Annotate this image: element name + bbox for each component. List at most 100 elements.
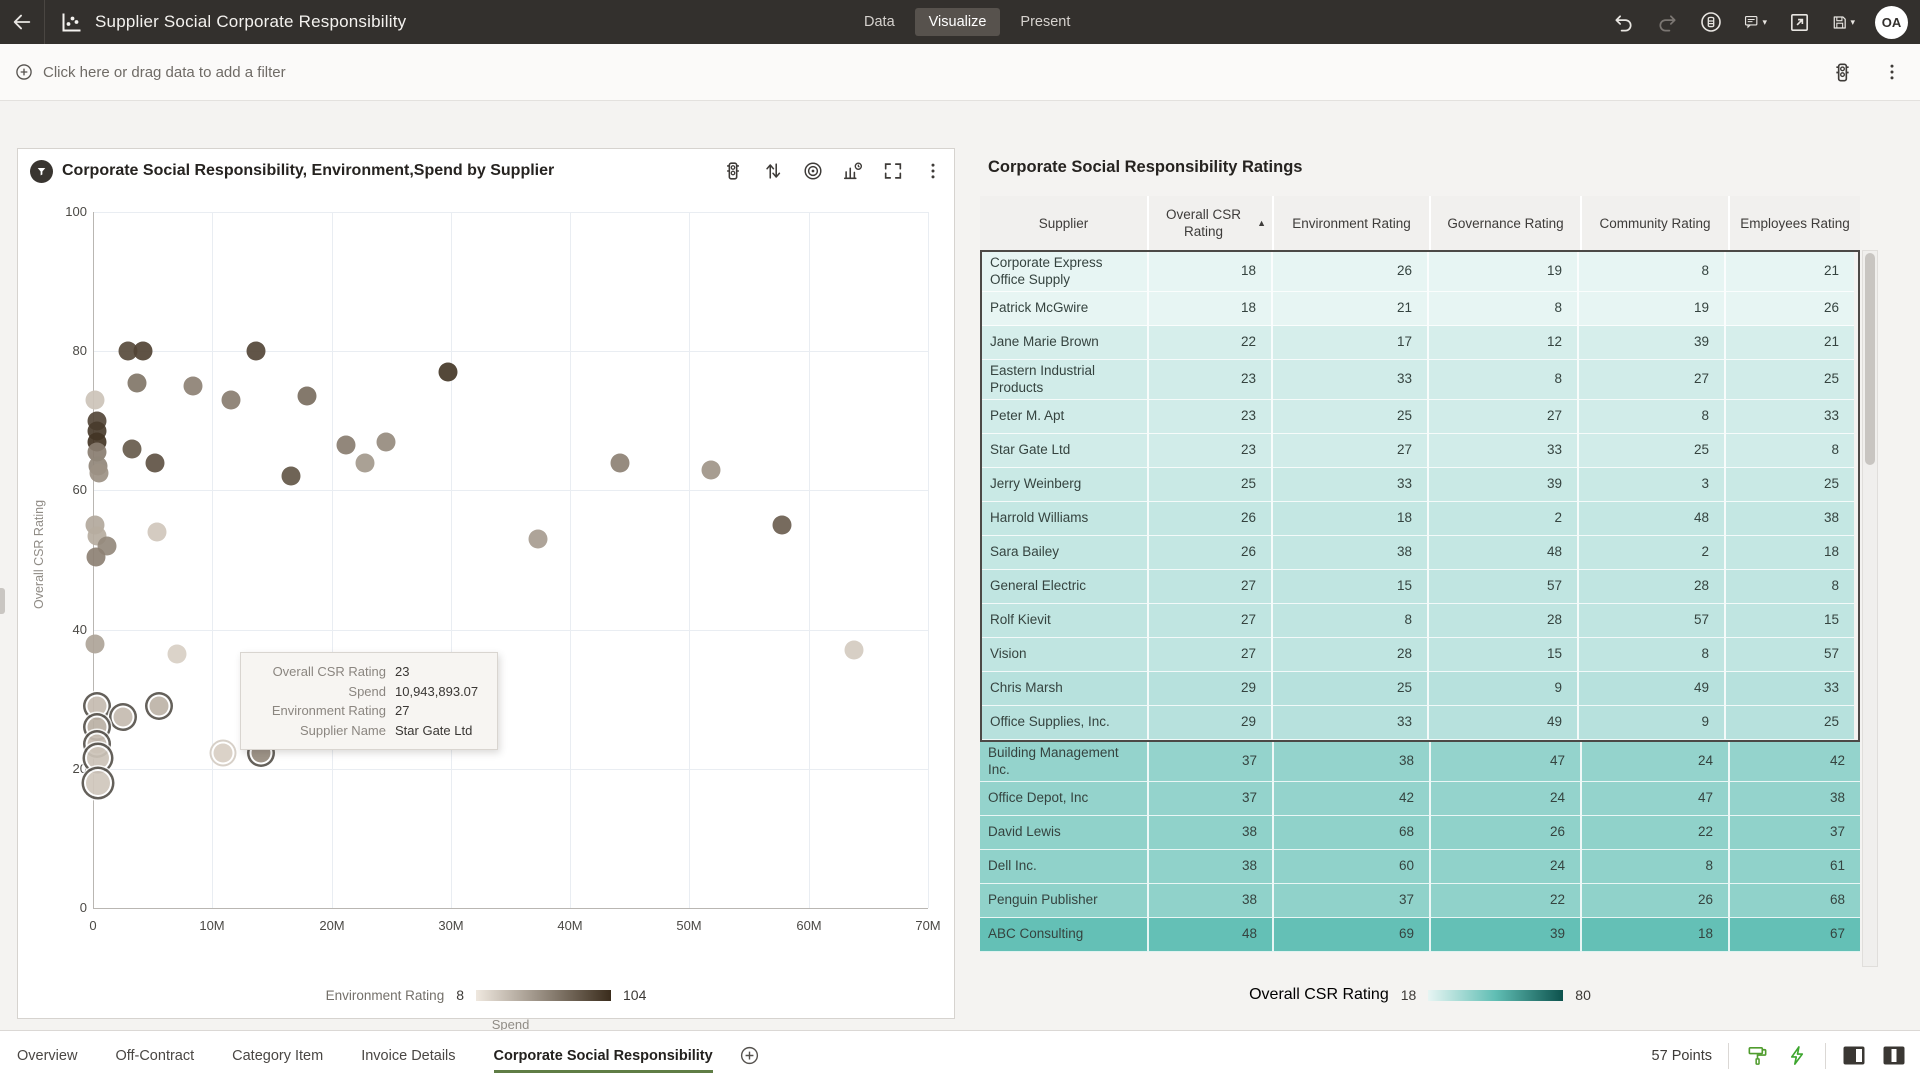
viz-menu-button[interactable] <box>921 160 944 183</box>
viz-limit-values-button[interactable] <box>721 160 744 183</box>
table-row[interactable]: Building Management Inc. 37 38 47 24 42 <box>980 742 1860 782</box>
viz-analytics-button[interactable] <box>841 160 864 183</box>
table-row[interactable]: Dell Inc. 38 60 24 8 61 <box>980 850 1860 884</box>
scatter-point[interactable] <box>133 341 153 361</box>
back-arrow-icon <box>13 14 31 30</box>
table-row[interactable]: Star Gate Ltd 23 27 33 25 8 <box>982 434 1858 468</box>
scrollbar-thumb[interactable] <box>1865 253 1875 465</box>
column-header-governance-rating[interactable]: Governance Rating <box>1431 196 1582 250</box>
scatter-point[interactable] <box>86 747 109 770</box>
viz-drill-button[interactable] <box>801 160 824 183</box>
column-header-supplier[interactable]: Supplier <box>980 196 1149 250</box>
viz-maximize-button[interactable] <box>881 160 904 183</box>
present-window-button[interactable] <box>1787 10 1811 34</box>
refresh-data-button[interactable] <box>1699 10 1723 34</box>
table-row[interactable]: Rolf Kievit 27 8 28 57 15 <box>982 604 1858 638</box>
undo-button[interactable] <box>1611 10 1635 34</box>
scatter-point[interactable] <box>297 386 317 406</box>
scatter-point[interactable] <box>87 696 107 716</box>
scatter-visualization[interactable]: Corporate Social Responsibility, Environ… <box>17 148 955 1032</box>
table-row[interactable]: Jerry Weinberg 25 33 39 3 25 <box>982 468 1858 502</box>
scatter-point[interactable] <box>336 435 356 455</box>
limit-values-button[interactable] <box>1830 60 1854 84</box>
canvas-tab-category-item[interactable]: Category Item <box>232 1047 324 1064</box>
table-row[interactable]: Patrick McGwire 18 21 8 19 26 <box>982 292 1858 326</box>
scatter-point[interactable] <box>610 453 630 473</box>
rating-cell: 26 <box>1582 884 1730 918</box>
scatter-point[interactable] <box>528 529 548 549</box>
scatter-point[interactable] <box>355 453 375 473</box>
scatter-point[interactable] <box>213 743 233 763</box>
scatter-point[interactable] <box>183 376 203 396</box>
add-filter-button[interactable]: Click here or drag data to add a filter <box>14 62 286 82</box>
scatter-point[interactable] <box>87 717 107 737</box>
toggle-right-panel-button[interactable] <box>1842 1044 1866 1068</box>
panel-resize-handle[interactable] <box>0 588 5 614</box>
scatter-point[interactable] <box>122 439 142 459</box>
table-row[interactable]: Chris Marsh 29 25 9 49 33 <box>982 672 1858 706</box>
rating-cell: 27 <box>1149 604 1273 638</box>
scatter-point[interactable] <box>113 707 133 727</box>
canvas-tab-off-contract[interactable]: Off-Contract <box>115 1047 195 1064</box>
table-row[interactable]: Peter M. Apt 23 25 27 8 33 <box>982 400 1858 434</box>
table-row[interactable]: Vision 27 28 15 8 57 <box>982 638 1858 672</box>
scatter-point[interactable] <box>701 460 721 480</box>
column-header-community-rating[interactable]: Community Rating <box>1582 196 1730 250</box>
table-row[interactable]: Office Supplies, Inc. 29 33 49 9 25 <box>982 706 1858 740</box>
filter-bar-menu-button[interactable] <box>1880 60 1904 84</box>
scatter-point[interactable] <box>438 362 458 382</box>
column-header-environment-rating[interactable]: Environment Rating <box>1274 196 1431 250</box>
canvas-tab-invoice-details[interactable]: Invoice Details <box>361 1047 456 1064</box>
nav-tab-visualize[interactable]: Visualize <box>914 8 1001 36</box>
scatter-point[interactable] <box>118 341 138 361</box>
rating-cell: 27 <box>1149 570 1273 604</box>
scatter-point[interactable] <box>86 547 106 567</box>
scatter-point[interactable] <box>85 390 105 410</box>
avatar[interactable]: OA <box>1875 5 1908 39</box>
table-row[interactable]: Corporate Express Office Supply 18 26 19 8 21 <box>982 252 1858 292</box>
table-row[interactable]: David Lewis 38 68 26 22 37 <box>980 816 1860 850</box>
table-row[interactable]: Jane Marie Brown 22 17 12 39 21 <box>982 326 1858 360</box>
viz-filter-badge[interactable] <box>30 159 53 183</box>
nav-tab-data[interactable]: Data <box>864 14 895 30</box>
table-row[interactable]: ABC Consulting 48 69 39 18 67 <box>980 918 1860 952</box>
add-canvas-button[interactable] <box>739 1045 760 1066</box>
viz-sort-button[interactable] <box>761 160 784 183</box>
scatter-point[interactable] <box>149 696 169 716</box>
scatter-point[interactable] <box>221 390 241 410</box>
table-scrollbar[interactable] <box>1862 250 1878 967</box>
scatter-point[interactable] <box>85 634 105 654</box>
table-row[interactable]: Office Depot, Inc 37 42 24 47 38 <box>980 782 1860 816</box>
canvas-tab-overview[interactable]: Overview <box>17 1047 78 1064</box>
table-row[interactable]: General Electric 27 15 57 28 8 <box>982 570 1858 604</box>
toggle-center-panel-button[interactable] <box>1882 1044 1906 1068</box>
scatter-point[interactable] <box>86 770 111 795</box>
auto-insights-button[interactable] <box>1785 1044 1809 1068</box>
canvas-tab-corporate-social-responsibility[interactable]: Corporate Social Responsibility <box>493 1031 713 1080</box>
table-row[interactable]: Penguin Publisher 38 37 22 26 68 <box>980 884 1860 918</box>
table-row[interactable]: Sara Bailey 26 38 48 2 18 <box>982 536 1858 570</box>
scatter-point[interactable] <box>772 515 792 535</box>
scatter-point[interactable] <box>376 432 396 452</box>
save-icon <box>1833 15 1846 29</box>
scatter-point[interactable] <box>147 522 167 542</box>
scatter-point[interactable] <box>844 640 864 660</box>
scatter-point[interactable] <box>281 466 301 486</box>
scatter-point[interactable] <box>167 644 186 664</box>
column-header-overall-csr-rating[interactable]: Overall CSR Rating ▲ <box>1149 196 1274 250</box>
annotations-button[interactable]: ▾ <box>1743 10 1767 34</box>
save-button[interactable]: ▾ <box>1831 10 1855 34</box>
redo-button[interactable] <box>1655 10 1679 34</box>
nav-tab-present[interactable]: Present <box>1020 14 1071 30</box>
scatter-point[interactable] <box>127 373 147 393</box>
scatter-plot-area[interactable]: 0 10M 20M 30M 40M 50M 60M 70M 0 20 40 60 80 100 <box>65 204 940 933</box>
table-row[interactable]: Eastern Industrial Products 23 33 8 27 25 <box>982 360 1858 400</box>
scatter-point[interactable] <box>89 463 109 483</box>
format-painter-button[interactable] <box>1745 1044 1769 1068</box>
table-row[interactable]: Harrold Williams 26 18 2 48 38 <box>982 502 1858 536</box>
scatter-point[interactable] <box>246 341 266 361</box>
back-button[interactable] <box>0 0 44 44</box>
table-visualization[interactable]: Corporate Social Responsibility Ratings … <box>980 148 1880 1019</box>
scatter-point[interactable] <box>145 453 165 473</box>
column-header-employees-rating[interactable]: Employees Rating <box>1740 215 1850 231</box>
